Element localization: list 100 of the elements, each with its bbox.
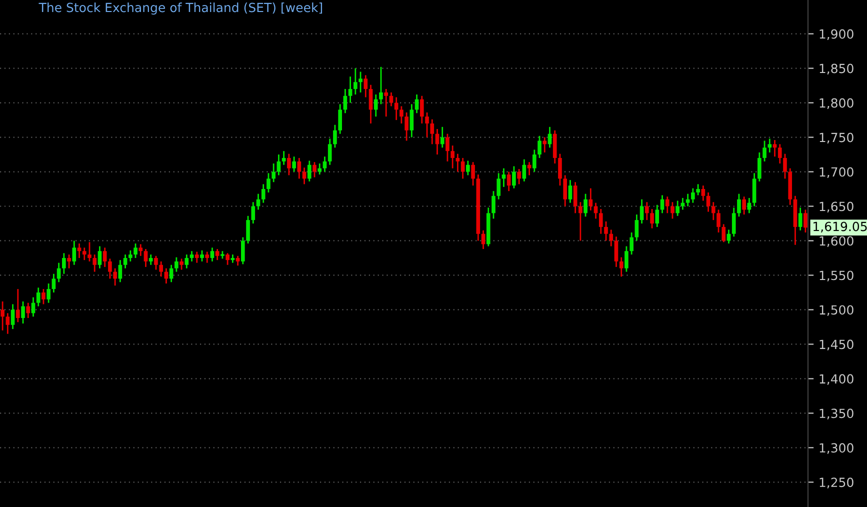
candlestick (732, 206, 736, 238)
candlestick (558, 153, 562, 186)
y-tick-label: 1,900 (820, 29, 854, 40)
candlestick (236, 255, 240, 266)
candlestick (619, 256, 624, 278)
candlestick (737, 193, 741, 218)
candlestick (400, 106, 404, 124)
candlestick (594, 202, 598, 220)
candlestick (686, 193, 690, 207)
candlestick (573, 181, 578, 214)
candlestick (542, 136, 547, 154)
y-tick-label: 1,450 (820, 340, 854, 350)
candlestick (670, 201, 674, 220)
candlestick (180, 258, 184, 270)
candlestick (456, 153, 460, 172)
text: 1,619.05 (814, 222, 867, 232)
candlestick (742, 196, 746, 216)
candlestick (246, 215, 250, 244)
candlestick (307, 160, 312, 182)
candlestick (364, 74, 368, 98)
candlestick (194, 251, 199, 264)
candlestick (10, 304, 15, 330)
candlestick (696, 183, 700, 196)
candlestick (758, 152, 762, 182)
y-tick-label: 1,300 (820, 443, 854, 454)
y-tick-label: 1,750 (820, 132, 854, 144)
candlestick (128, 250, 132, 262)
candlestick (798, 206, 802, 232)
candlestick (0, 300, 4, 332)
candlestick (588, 188, 593, 212)
candlestick (21, 300, 25, 324)
candlestick (240, 236, 245, 265)
candlestick (768, 138, 772, 154)
y-tick-label: 1,550 (820, 270, 854, 282)
candlestick (624, 246, 628, 272)
candlestick (655, 204, 660, 228)
candlestick (52, 273, 56, 294)
candlestick (762, 140, 766, 162)
candlestick (266, 172, 270, 194)
candlestick (517, 168, 521, 185)
candlestick (650, 208, 654, 230)
candlestick (358, 71, 362, 94)
candlestick (261, 183, 266, 204)
candlestick (701, 184, 706, 202)
candlestick (210, 246, 214, 262)
candlestick (389, 92, 394, 107)
candlestick (36, 286, 40, 307)
candlestick (215, 248, 220, 261)
candlestick (276, 154, 281, 176)
candlestick (6, 312, 10, 335)
candlestick (205, 251, 210, 264)
candlestick (410, 103, 414, 138)
candlestick (123, 254, 128, 270)
candlestick (322, 156, 327, 172)
candlestick (374, 94, 378, 118)
candlestick (404, 112, 408, 142)
candlestick (614, 236, 618, 268)
candlestick (282, 150, 286, 166)
candlestick (630, 232, 634, 256)
candlestick (318, 162, 322, 176)
candlestick (527, 161, 532, 176)
candlestick (174, 256, 178, 272)
candlestick (292, 156, 296, 172)
candlestick (144, 248, 148, 268)
chart-title: The Stock Exchange of Thailand (SET) [week] (38, 2, 322, 15)
candlestick (88, 241, 92, 262)
candlestick (676, 200, 680, 217)
candlestick (665, 196, 670, 214)
y-tick-label: 1,400 (820, 374, 854, 385)
candlestick (598, 208, 603, 235)
candlestick (460, 157, 465, 180)
y-tick-label: 1,800 (820, 98, 854, 109)
candlestick (226, 252, 230, 266)
candlestick (644, 201, 649, 221)
candlestick (711, 201, 716, 221)
y-tick-label: 1,600 (820, 236, 854, 247)
candlestick (77, 242, 82, 259)
candlestick (338, 103, 342, 135)
candlestick (640, 198, 644, 224)
candlestick (384, 88, 388, 118)
candlestick (512, 166, 516, 190)
y-tick-label: 1,700 (820, 167, 854, 178)
candlestick (134, 242, 138, 259)
candlestick (108, 258, 112, 280)
candlestick (568, 179, 572, 204)
candlestick (148, 254, 153, 266)
candlestick (722, 223, 726, 243)
candlestick (778, 143, 782, 164)
candlestick (450, 144, 454, 170)
candlestick (604, 220, 608, 242)
candlestick (251, 201, 256, 224)
candlestick (92, 254, 97, 272)
candlestick (98, 246, 102, 270)
candlestick (26, 302, 30, 319)
candlestick (440, 126, 444, 148)
candlestick (297, 157, 302, 180)
candlestick (272, 162, 276, 183)
candlestick (328, 138, 332, 166)
candlestick (609, 229, 614, 247)
candlestick (425, 112, 429, 138)
